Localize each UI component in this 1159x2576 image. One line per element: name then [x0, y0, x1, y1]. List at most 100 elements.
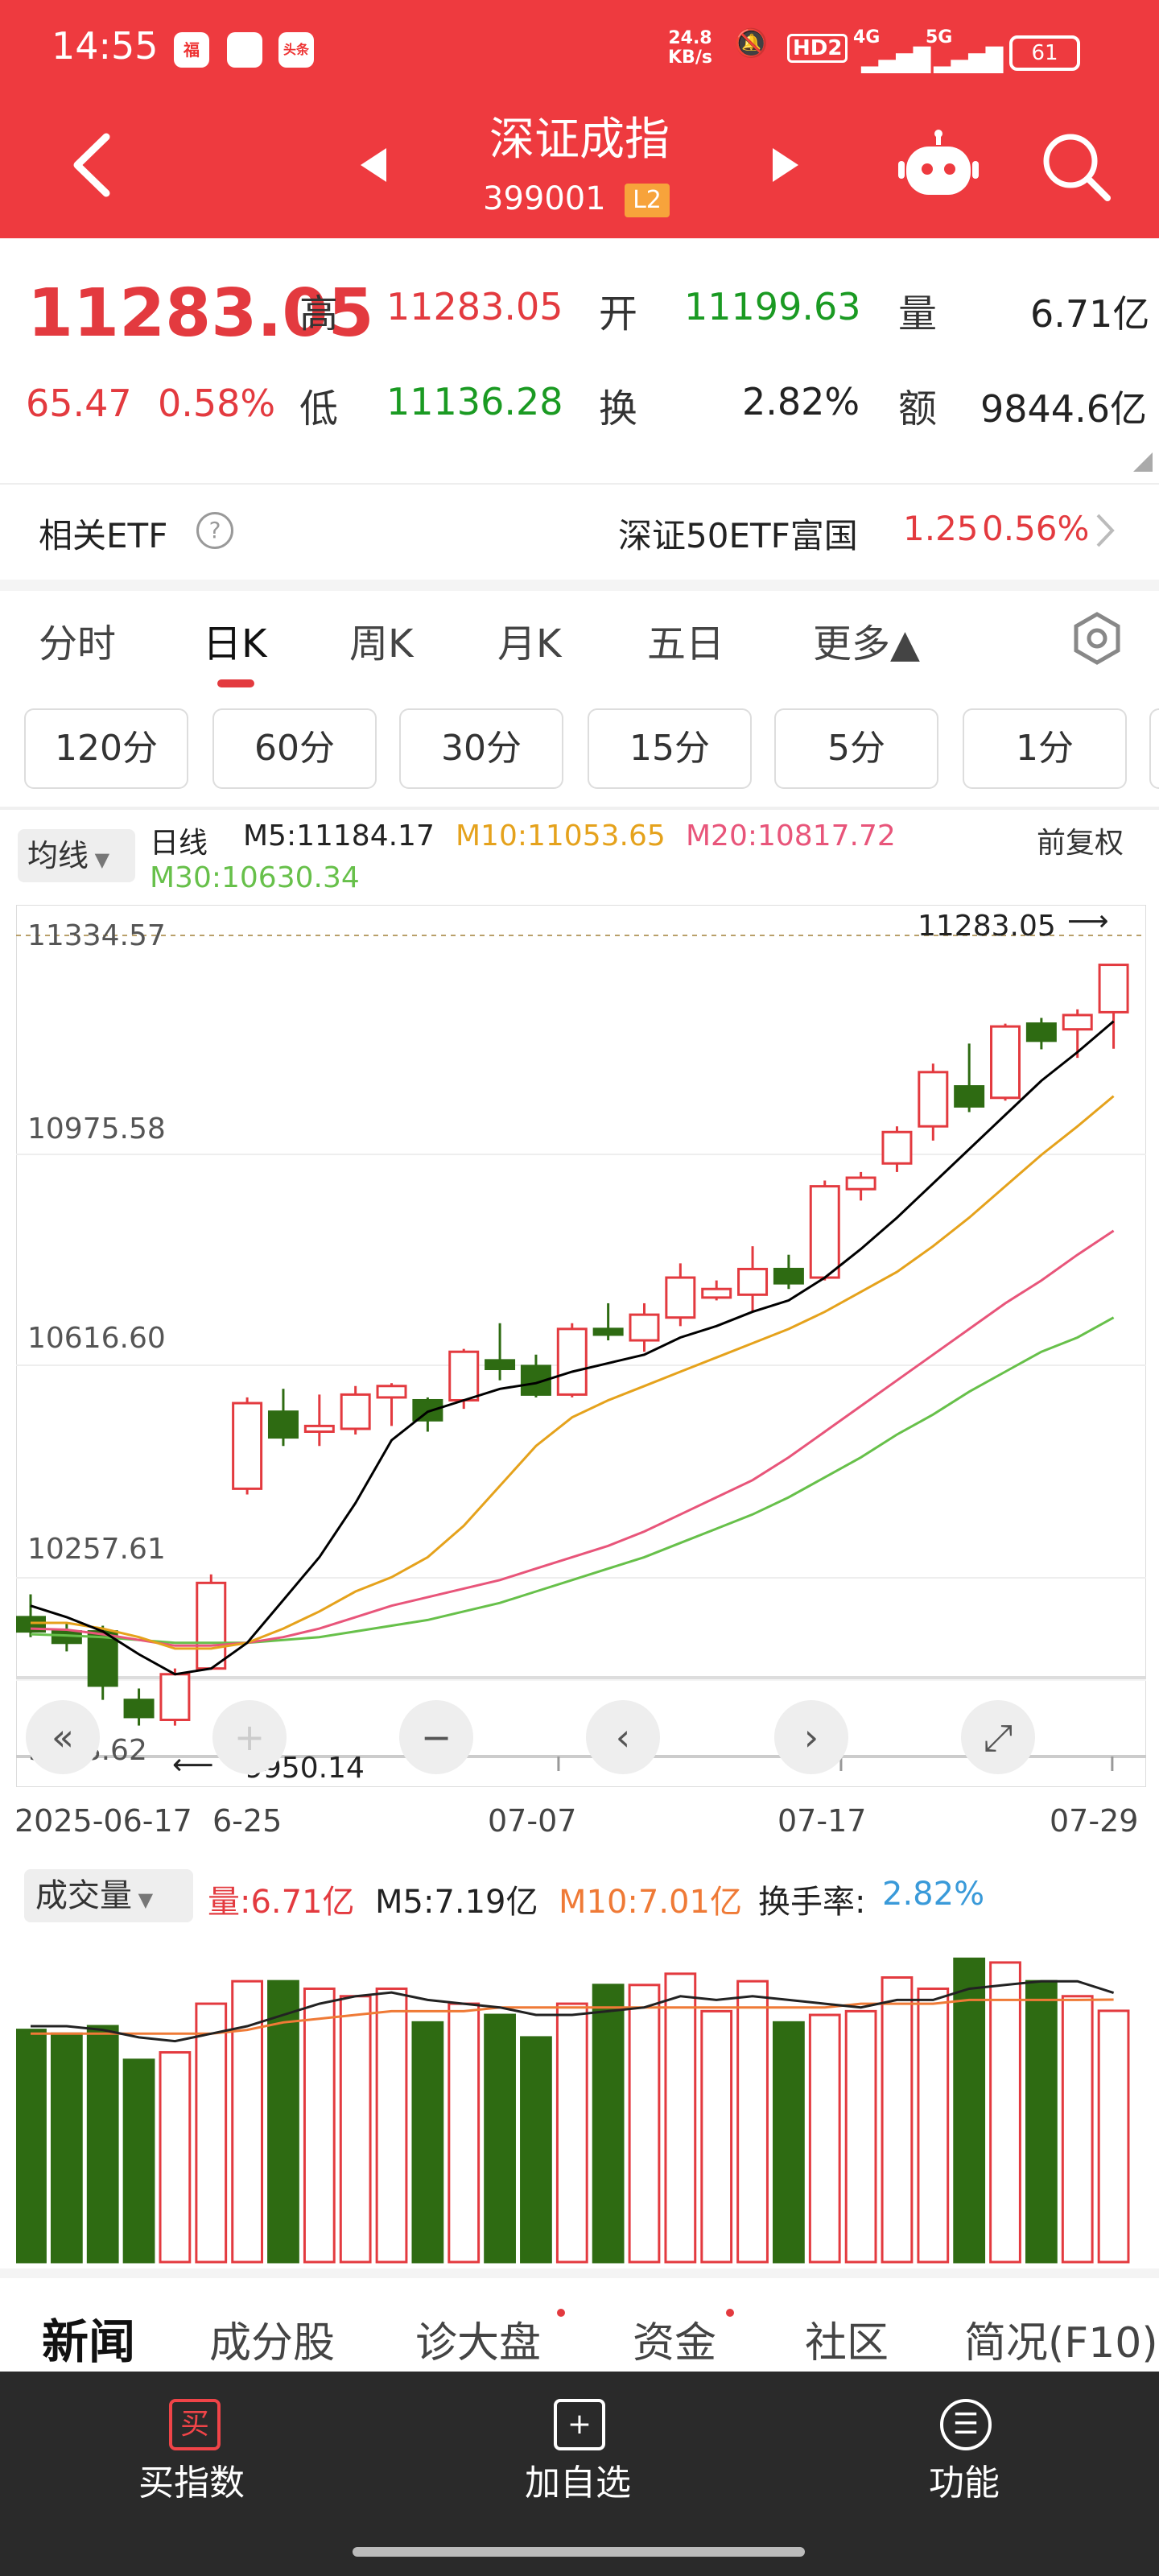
search-icon[interactable] — [1040, 130, 1112, 203]
turnover-value: 2.82% — [742, 380, 860, 423]
ma-dropdown[interactable]: 均线 ▼ — [18, 829, 135, 882]
volume-bar — [484, 2013, 516, 2264]
candle-body — [232, 1402, 263, 1490]
interval-button-15m[interactable]: 15分 — [588, 708, 752, 789]
tab-more[interactable]: 更多▲ — [813, 621, 920, 667]
interval-button-partial[interactable] — [1149, 708, 1159, 789]
ma30-value: M30:10630.34 — [150, 861, 360, 894]
adjust-mode[interactable]: 前复权 — [1037, 827, 1124, 860]
volume-label: 量 — [898, 291, 938, 336]
add-watchlist-button[interactable]: 加自选 — [525, 2462, 631, 2504]
corner-expand-icon — [1133, 452, 1153, 472]
high-value: 11283.05 — [386, 285, 563, 328]
back-arrow-icon[interactable] — [64, 129, 121, 201]
y-tick-label: 10975.58 — [27, 1113, 166, 1146]
x-tick-label: 6-25 — [212, 1803, 283, 1839]
level2-badge[interactable]: L2 — [625, 184, 670, 217]
arrow-left-icon: ⟵ — [172, 1748, 214, 1781]
tab-profile-f10[interactable]: 简况(F10) — [964, 2319, 1158, 2368]
turnover-label: 换 — [599, 386, 638, 431]
5g-icon: 5G — [926, 27, 953, 47]
volume-dropdown[interactable]: 成交量 ▼ — [24, 1869, 193, 1922]
scroll-left-far-button[interactable]: « — [26, 1700, 100, 1774]
candlestick-chart[interactable] — [16, 905, 1146, 1787]
ma10-line — [31, 1095, 1115, 1650]
volume-value: 6.71亿 — [1030, 292, 1150, 336]
settings-hex-icon[interactable] — [1069, 610, 1125, 667]
x-tick-label: 07-29 — [1050, 1803, 1139, 1839]
net-speed-value: 24.8 — [668, 28, 712, 48]
candle-body — [592, 1327, 624, 1336]
interval-button-60m[interactable]: 60分 — [212, 708, 377, 789]
robot-icon[interactable] — [898, 129, 979, 201]
scroll-left-button[interactable]: ‹ — [586, 1700, 660, 1774]
active-tab-indicator — [217, 679, 254, 687]
volume-bar — [122, 2058, 155, 2264]
candle-body — [990, 1025, 1021, 1100]
chevron-right-icon[interactable] — [1093, 510, 1117, 551]
net-speed: 24.8 KB/s — [668, 29, 712, 68]
net-speed-unit: KB/s — [668, 47, 712, 68]
volume-ma5-line — [31, 1979, 1115, 2043]
notification-badge: 头条 — [278, 32, 314, 68]
tab-community[interactable]: 社区 — [805, 2319, 889, 2368]
new-dot — [557, 2309, 565, 2317]
tab-constituents[interactable]: 成分股 — [209, 2319, 336, 2368]
candle-body — [1025, 1022, 1057, 1042]
volume-bar — [844, 2009, 877, 2264]
buy-index-button[interactable]: 买指数 — [138, 2462, 245, 2504]
x-tick-label: 2025-06-17 — [14, 1803, 192, 1839]
volume-ma5: M5:7.19亿 — [375, 1884, 538, 1921]
interval-button-1m[interactable]: 1分 — [963, 708, 1127, 789]
notification-badge: 福 — [174, 32, 209, 68]
menu-icon[interactable]: ☰ — [940, 2399, 992, 2450]
candle-body — [701, 1287, 732, 1299]
volume-bar — [86, 2025, 119, 2264]
interval-button-120m[interactable]: 120分 — [24, 708, 188, 789]
add-watchlist-icon[interactable]: + — [554, 2399, 605, 2450]
tab-weekly-k[interactable]: 周K — [349, 621, 414, 667]
volume-bar — [1061, 1995, 1094, 2264]
tab-news[interactable]: 新闻 — [42, 2314, 136, 2369]
candle-body — [737, 1267, 769, 1296]
tab-five-day[interactable]: 五日 — [647, 621, 725, 667]
help-icon[interactable]: ? — [196, 512, 233, 549]
fullscreen-button[interactable]: ⤢ — [961, 1700, 1035, 1774]
volume-bar — [555, 2002, 588, 2264]
tab-monthly-k[interactable]: 月K — [497, 621, 562, 667]
zoom-out-button[interactable]: − — [399, 1700, 473, 1774]
candle-body — [159, 1673, 191, 1721]
functions-button[interactable]: 功能 — [929, 2462, 1000, 2504]
candle-body — [267, 1410, 299, 1439]
scroll-right-button[interactable]: › — [774, 1700, 848, 1774]
related-etf-label: 相关ETF — [39, 516, 168, 555]
turnover-rate-label: 换手率: — [758, 1884, 866, 1921]
volume-bar — [881, 1976, 914, 2264]
tab-market-diagnosis[interactable]: 诊大盘 — [415, 2319, 542, 2368]
interval-button-30m[interactable]: 30分 — [399, 708, 563, 789]
index-name: 深证成指 — [489, 114, 670, 166]
candle-body — [412, 1398, 443, 1422]
arrow-right-icon: ⟶ — [1067, 905, 1109, 938]
etf-pct: 0.56% — [982, 509, 1090, 548]
tab-daily-k[interactable]: 日K — [203, 621, 267, 667]
ma-type: 日线 — [150, 827, 208, 860]
candle-body — [448, 1350, 480, 1402]
related-etf-row[interactable] — [0, 483, 1159, 591]
candle-body — [340, 1393, 371, 1430]
tab-funds[interactable]: 资金 — [633, 2319, 717, 2368]
candle-body — [773, 1267, 804, 1285]
new-dot — [726, 2309, 734, 2317]
volume-bar — [1025, 1979, 1058, 2264]
buy-icon[interactable]: 买 — [169, 2399, 221, 2450]
open-value: 11199.63 — [684, 285, 861, 328]
price-change-pct: 0.58% — [158, 382, 276, 425]
next-index-icon[interactable] — [769, 145, 802, 185]
volume-chart[interactable] — [16, 1935, 1146, 2265]
prev-index-icon[interactable] — [357, 145, 390, 185]
zoom-in-button[interactable]: + — [212, 1700, 287, 1774]
tab-intraday[interactable]: 分时 — [39, 621, 117, 667]
volume-bar — [159, 2051, 192, 2264]
ma10-value: M10:11053.65 — [456, 819, 666, 852]
interval-button-5m[interactable]: 5分 — [774, 708, 938, 789]
